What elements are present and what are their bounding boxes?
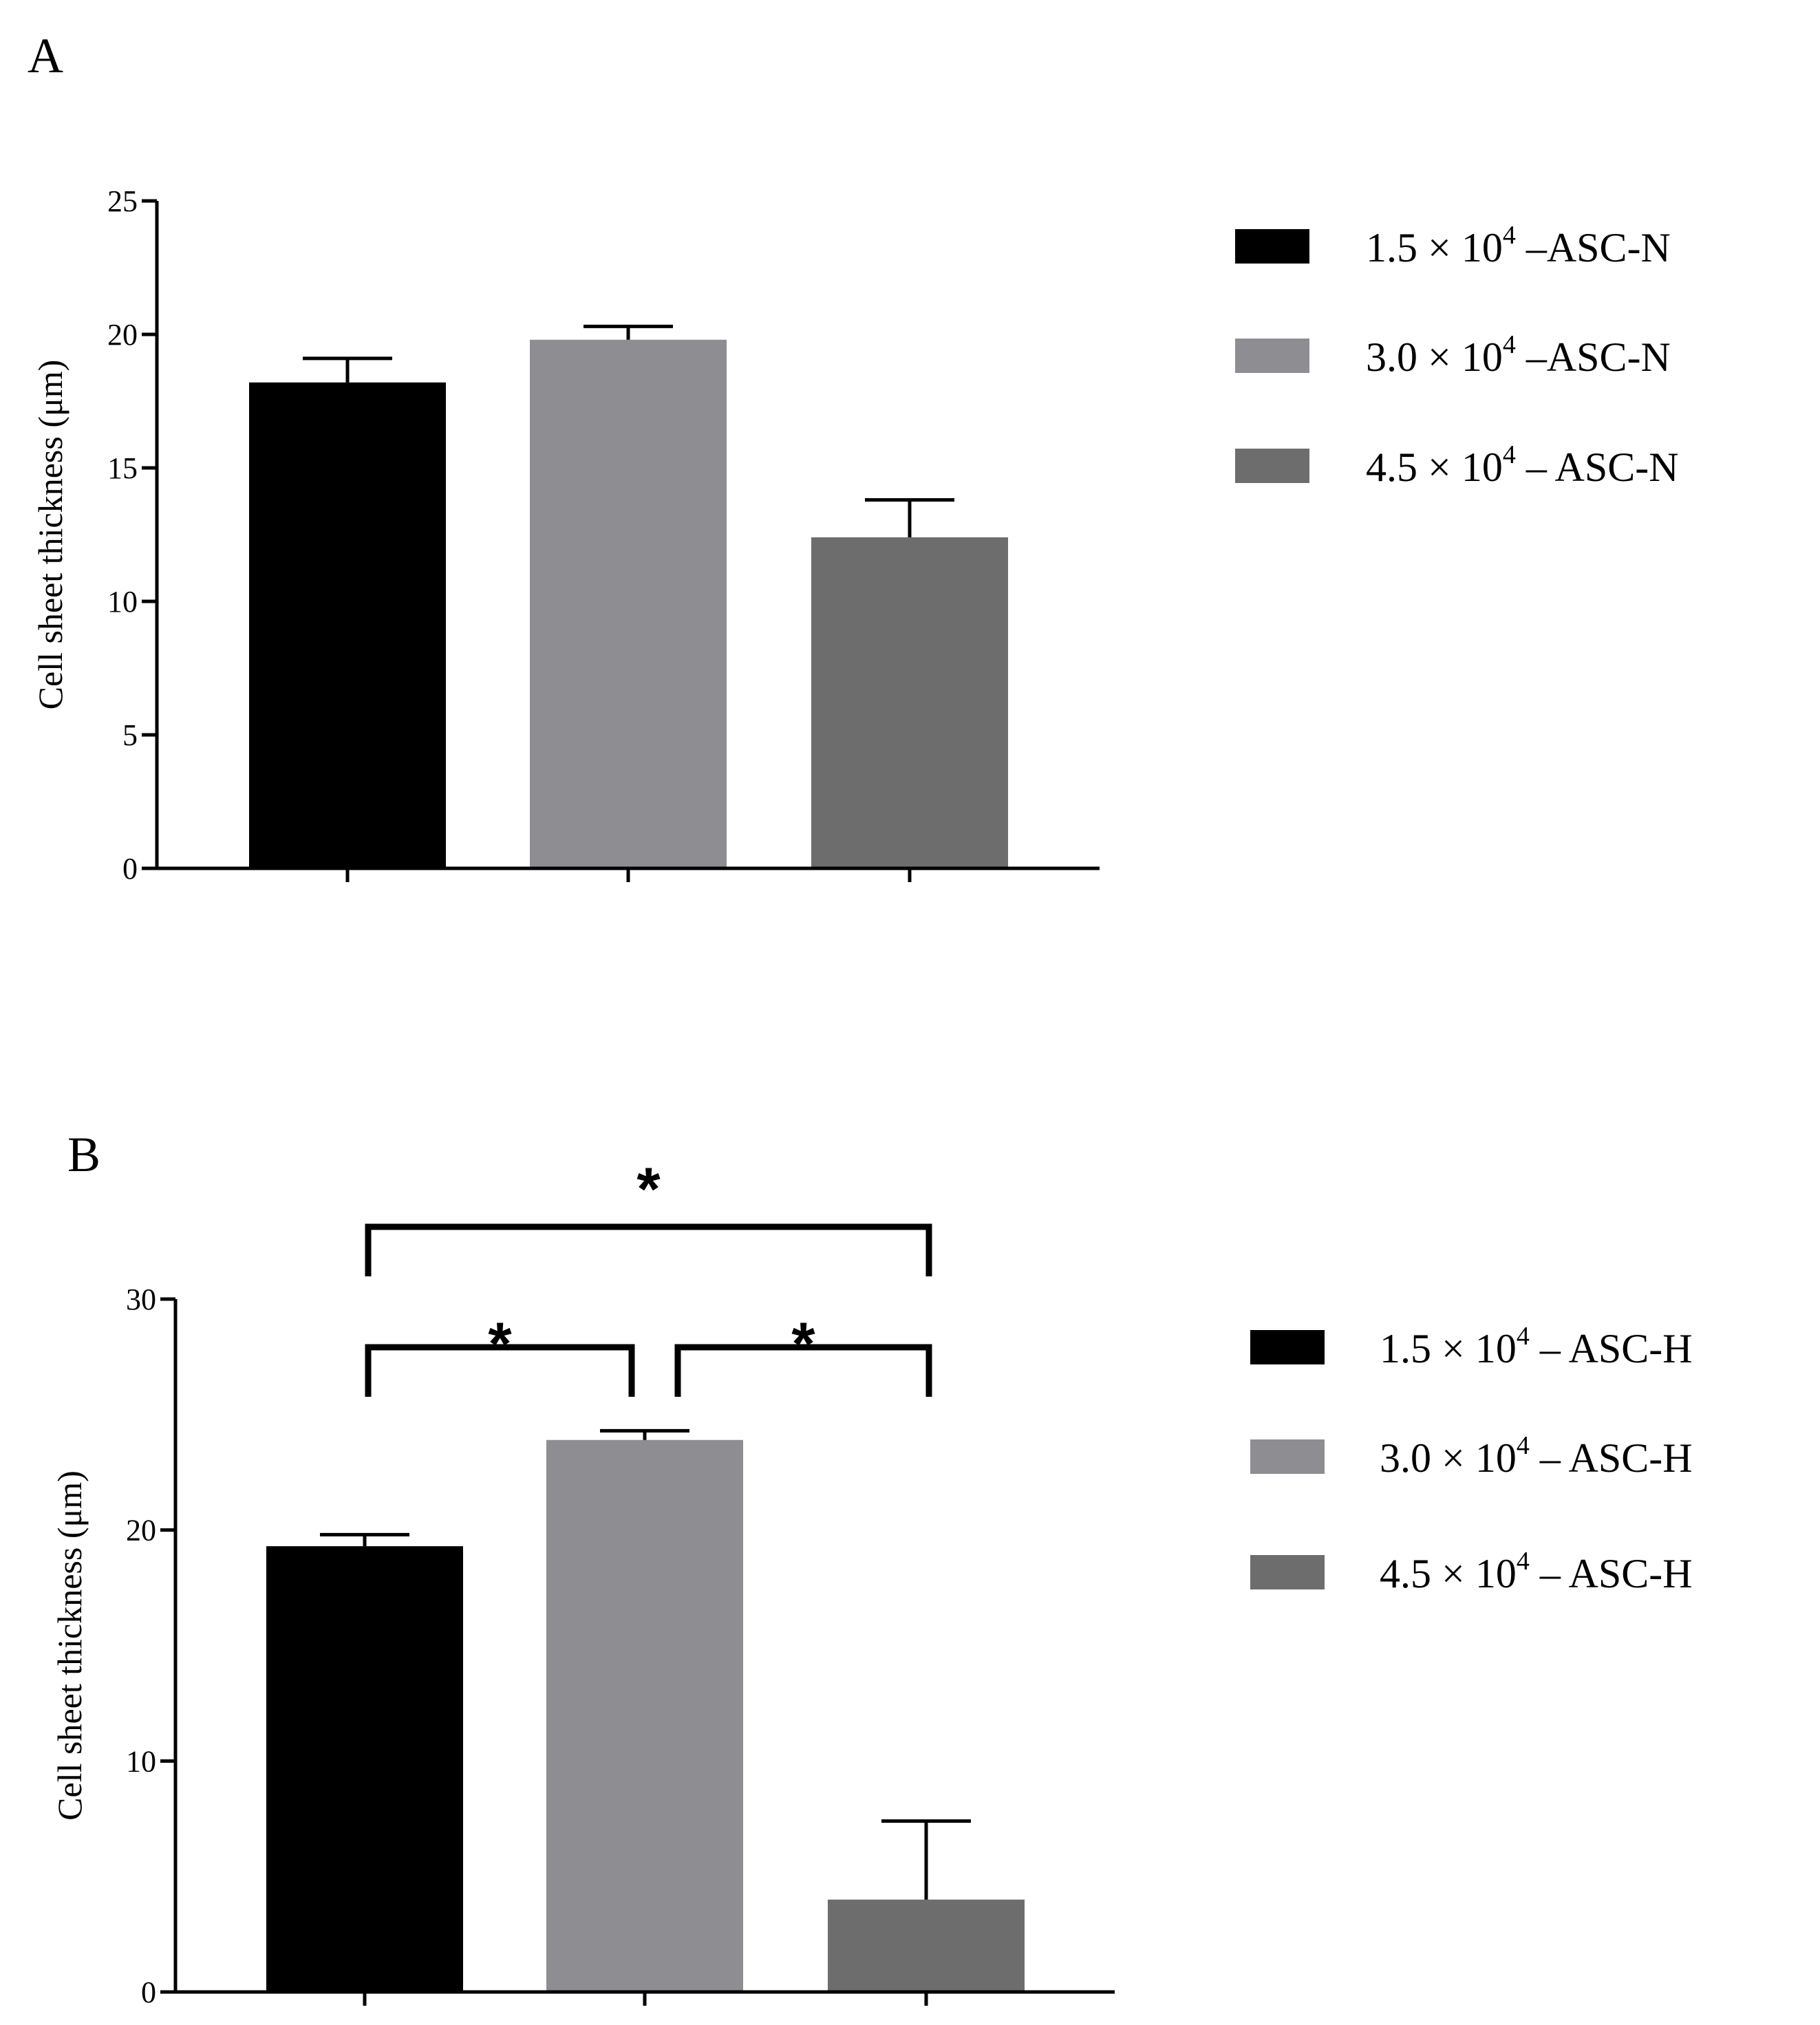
- bar: [530, 339, 727, 868]
- y-tick-label: 5: [122, 718, 138, 752]
- y-tick-label: 0: [122, 852, 138, 886]
- legend-label: 4.5 × 104 – ASC-N: [1366, 440, 1679, 490]
- y-tick-label: 20: [107, 318, 138, 352]
- bar: [811, 537, 1008, 868]
- y-axis-title: Cell sheet thickness (μm): [50, 1470, 89, 1821]
- y-tick-label: 25: [107, 184, 138, 218]
- significance-star: *: [636, 1155, 661, 1223]
- bar: [828, 1899, 1025, 1992]
- legend-label: 3.0 × 104 –ASC-N: [1366, 330, 1671, 380]
- significance-bracket: [365, 1223, 932, 1276]
- legend-swatch: [1235, 449, 1309, 483]
- panel-label: B: [67, 1127, 100, 1182]
- legend-label: 1.5 × 104 –ASC-N: [1366, 221, 1671, 270]
- legend-label: 4.5 × 104 – ASC-H: [1380, 1547, 1693, 1596]
- legend-swatch: [1250, 1439, 1325, 1474]
- legend-swatch: [1250, 1330, 1325, 1364]
- significance-bracket: [365, 1344, 635, 1397]
- panel-label: A: [28, 28, 63, 83]
- legend-swatch: [1250, 1555, 1325, 1589]
- bar: [266, 1546, 463, 1992]
- y-axis-title: Cell sheet thickness (μm): [31, 360, 69, 710]
- y-tick-label: 20: [126, 1514, 156, 1547]
- y-tick-label: 0: [141, 1975, 156, 2009]
- bar: [546, 1439, 743, 1992]
- y-tick-label: 10: [107, 585, 138, 619]
- chart-panel-A: A 0 5 10 15 20 25 Cell sheet thickness (μm) 1.5 …: [28, 28, 1679, 886]
- y-tick-label: 15: [107, 451, 138, 485]
- chart-panel-B: B 0 10 20 30 Cell sheet thickness (μm) 1.5 × 1…: [50, 1127, 1693, 2009]
- legend-label: 3.0 × 104 – ASC-H: [1380, 1431, 1693, 1481]
- legend-label: 1.5 × 104 – ASC-H: [1380, 1322, 1693, 1371]
- y-tick-label: 30: [126, 1283, 156, 1316]
- significance-star: *: [791, 1309, 815, 1378]
- y-tick-label: 10: [126, 1744, 156, 1778]
- significance-star: *: [488, 1309, 512, 1378]
- significance-bracket: [674, 1344, 932, 1397]
- bar: [249, 382, 446, 868]
- legend-swatch: [1235, 229, 1309, 264]
- legend-swatch: [1235, 339, 1309, 373]
